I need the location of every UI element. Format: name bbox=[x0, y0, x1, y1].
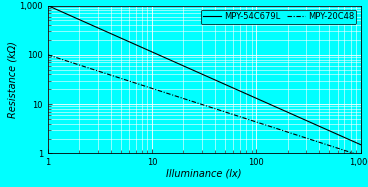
MPY-20C48 bbox=[78, 64, 82, 66]
MPY-20C48 bbox=[46, 54, 50, 56]
X-axis label: Illuminance (lx): Illuminance (lx) bbox=[166, 169, 242, 179]
MPY-54C679L bbox=[172, 61, 177, 63]
MPY-20C48 bbox=[358, 154, 363, 157]
MPY-20C48 bbox=[290, 132, 294, 134]
MPY-20C48 bbox=[172, 94, 177, 97]
MPY-54C679L bbox=[183, 66, 188, 68]
MPY-54C679L bbox=[358, 144, 363, 146]
MPY-20C48 bbox=[295, 134, 300, 136]
MPY-54C679L bbox=[261, 100, 265, 102]
MPY-54C679L bbox=[46, 4, 50, 7]
Y-axis label: Resistance (kΩ): Resistance (kΩ) bbox=[8, 41, 18, 118]
MPY-54C679L bbox=[290, 113, 294, 115]
Line: MPY-54C679L: MPY-54C679L bbox=[48, 6, 361, 145]
MPY-20C48 bbox=[261, 123, 265, 125]
Line: MPY-20C48: MPY-20C48 bbox=[48, 55, 361, 156]
MPY-54C679L bbox=[78, 19, 82, 21]
Legend: MPY-54C679L, MPY-20C48: MPY-54C679L, MPY-20C48 bbox=[201, 10, 357, 24]
MPY-20C48 bbox=[183, 98, 188, 100]
MPY-54C679L bbox=[295, 115, 300, 118]
